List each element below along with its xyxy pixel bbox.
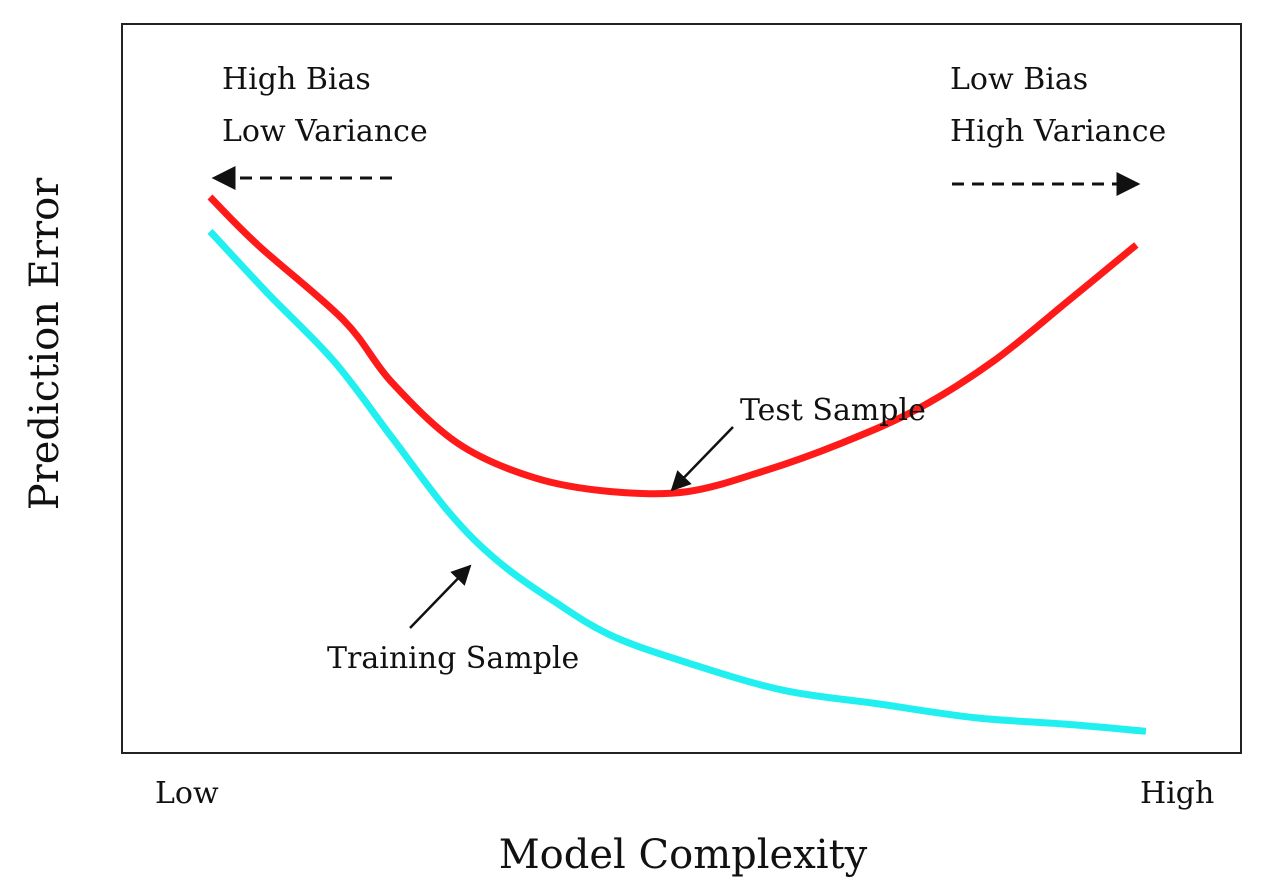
training-sample-pointer-arrow (409, 564, 472, 629)
high-bias-label: High Bias (222, 62, 371, 97)
x-tick-high: High (1140, 776, 1214, 811)
test-sample-curve (207, 194, 1139, 498)
plot-frame (121, 23, 1242, 754)
training-sample-label: Training Sample (327, 641, 579, 676)
low-variance-label: Low Variance (222, 114, 428, 149)
y-axis-label: Prediction Error (22, 177, 68, 510)
low-bias-label: Low Bias (950, 62, 1088, 97)
test-sample-label: Test Sample (740, 393, 926, 428)
high-variance-label: High Variance (950, 114, 1166, 149)
training-sample-curve (207, 228, 1147, 735)
x-tick-low: Low (155, 776, 219, 811)
test-sample-pointer-arrow (670, 426, 734, 492)
x-axis-label: Model Complexity (499, 832, 868, 878)
series-layer (207, 194, 1147, 735)
